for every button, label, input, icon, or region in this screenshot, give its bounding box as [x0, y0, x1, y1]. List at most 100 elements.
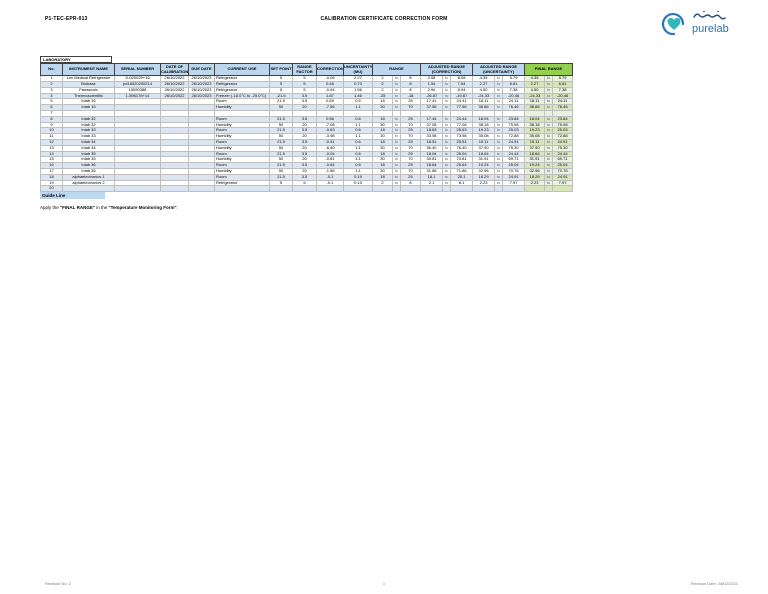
table-row: 14 Inlab 35 Room 21.5 3.5 -0.04 0.6 18 to 25 18.04… — [40, 150, 574, 158]
guide-line-text: Apply the "FINAL RANGE" in the "Temperat… — [40, 205, 178, 210]
cell-final-range-high: 7.97 — [552, 179, 574, 187]
cell-final-range-separator — [544, 185, 554, 193]
cell-adjusted-range-correction-high: 76.40 — [450, 144, 474, 152]
cell-adjusted-range-uncertainty-high — [502, 185, 526, 193]
cell-final-range-high: 24.91 — [552, 173, 574, 181]
cell-range-high: 8 — [399, 179, 422, 187]
cell-final-range-high: 25.04 — [552, 162, 574, 169]
col-date-of-calibration: DATE OF CALIBRATION — [160, 62, 189, 77]
table-row: 15 Inlab 35 Humidity 50 20 -0.81 1.1 30 to 70 30.8… — [40, 156, 574, 164]
cell-calibration-date: 26/10/2022 — [160, 86, 189, 94]
col-set-point: SET POINT — [269, 62, 293, 77]
footer-revision-date: Revision Date: 28/02/2021 — [690, 581, 738, 586]
col-range: RANGE — [371, 62, 422, 77]
footer-revision-no: Revision No: 2 — [45, 581, 72, 586]
purelab-wordmark: purelab — [692, 23, 729, 35]
guide-line-section: Guide Line Apply the "FINAL RANGE" in th… — [40, 184, 178, 210]
cell-adjusted-range-correction-high: 8.1 — [450, 179, 474, 187]
cell-adjusted-range-correction-low — [420, 185, 444, 193]
cell-adjusted-range-correction-high — [450, 185, 474, 193]
cell-final-range-high: 75.30 — [552, 144, 574, 152]
cell-adjusted-range-correction-high: 25.1 — [450, 173, 474, 181]
col-adjusted-range-correction: ADJUSTED RANGE (CORRECTION) — [420, 62, 474, 77]
cell-final-range-high: 24.44 — [552, 150, 574, 158]
cell-final-range-high: 24.91 — [552, 138, 574, 146]
page-title: CALIBRATION CERTIFICATE CORRECTION FORM — [320, 16, 448, 22]
guide-text-suffix: . — [176, 204, 178, 210]
cell-adjusted-range-correction-high: 70.81 — [450, 156, 474, 164]
col-no: No. — [40, 62, 63, 77]
guide-final-range: "FINAL RANGE" — [60, 204, 95, 210]
cell-instrument-name: Lec Medical Refrigerator — [62, 75, 115, 82]
table-row: 17 Inlab 36 Humidity 50 20 -1.86 1.1 30 to 70 31.8… — [40, 167, 574, 175]
cell-range-high: 25 — [399, 150, 422, 158]
cell-range-high: 25 — [399, 127, 422, 135]
cell-adjusted-range-correction-high: 25.63 — [450, 127, 474, 135]
col-instrument-name: INSTRUMENT NAME — [62, 62, 115, 77]
table-row: 18 alphaelectronics 1 Room 21.5 3.5 -0.1 0.19 1… — [40, 173, 574, 181]
cell-range-high: 25 — [399, 162, 422, 169]
cell-range-high — [399, 185, 422, 193]
section-label-laboratory: LABORATORY — [40, 56, 112, 63]
cell-adjusted-range-uncertainty-low — [472, 185, 496, 193]
footer-page-number: 1 — [382, 581, 386, 586]
col-adjusted-range-uncertainty: ADJUSTED RANGE (UNCERTAINTY) — [472, 62, 526, 77]
cell-adjusted-range-correction-separator — [442, 185, 452, 193]
cell-range-high: 25 — [399, 173, 422, 181]
guide-text-mid: in the — [94, 204, 109, 210]
cell-due-date — [188, 185, 215, 193]
table-body: 1 Lec Medical Refrigerator S-020029+16 26/1… — [40, 75, 574, 193]
cell-final-range-high: 70.76 — [552, 167, 574, 175]
table-row: 10 Inlab 33 Room 21.5 3.5 -0.63 0.6 18 to 25 18.63… — [40, 127, 574, 135]
table-header-row: No. INSTRUMENT NAME SERIAL NUMBER DATE O… — [40, 62, 574, 77]
cell-correction — [316, 185, 344, 193]
table-row: 7 — [40, 109, 574, 117]
cell-final-range-high: 25.03 — [552, 127, 574, 135]
table-row: 20 — [40, 185, 574, 193]
cell-final-range-high — [552, 185, 574, 193]
cell-range-low — [372, 185, 393, 193]
table-row: 13 Inlab 34 Humidity 50 20 -6.40 1.1 30 to 70 36.4… — [40, 144, 574, 152]
guide-form-name: "Temperature Monitoring Form" — [108, 204, 177, 210]
cell-range-high: 70 — [399, 167, 422, 175]
guide-text-prefix: Apply the — [40, 204, 61, 210]
cell-range-high: 70 — [399, 156, 422, 164]
cell-adjusted-range-correction-high: 73.98 — [450, 133, 474, 140]
cell-final-range-low — [524, 185, 546, 193]
col-serial-number: SERIAL NUMBER — [114, 62, 161, 77]
cell-range-factor — [292, 185, 317, 193]
cell-adjusted-range-uncertainty-separator — [494, 185, 504, 193]
cell-calibration-date: 26/10/2022 — [160, 92, 189, 100]
cell-adjusted-range-correction-high: 25.51 — [450, 138, 474, 146]
cell-calibration-date: 26/10/2022 — [160, 75, 189, 82]
cell-due-date: 26/10/2023 — [188, 86, 215, 94]
cell-calibration-date: 26/10/2022 — [160, 81, 189, 88]
col-due-date: DUE DATE — [188, 62, 215, 77]
cell-range-high: 70 — [399, 144, 422, 152]
cell-final-range-high: 72.88 — [552, 133, 574, 140]
cell-current-use — [214, 185, 270, 193]
cell-final-range-high: 69.71 — [552, 156, 574, 164]
cell-current-use: Freezer (-18.0°C to -25.0°C) — [214, 92, 270, 100]
table-row: 8 Inlab 32 Room 21.5 3.5 0.56 0.6 18 to 25 17.44 to… — [40, 115, 574, 123]
purelab-logo: purelab — [661, 10, 729, 36]
table-row: 16 Inlab 36 Room 21.5 3.5 -0.64 0.6 18 to 25 18.64… — [40, 162, 574, 169]
cell-adjusted-range-correction-high: 25.04 — [450, 150, 474, 158]
cell-due-date: 26/10/2023 — [188, 92, 215, 100]
cell-set-point — [269, 185, 293, 193]
col-range-factor: RANGE FACTOR — [292, 62, 317, 77]
table-row: 11 Inlab 33 Humidity 50 20 -3.98 1.1 30 to 70 33.9… — [40, 133, 574, 140]
calibration-table: No. INSTRUMENT NAME SERIAL NUMBER DATE O… — [40, 62, 574, 193]
cell-range-high: 70 — [399, 133, 422, 140]
col-final-range: FINAL RANGE — [524, 62, 574, 77]
calibration-table-wrap: No. INSTRUMENT NAME SERIAL NUMBER DATE O… — [40, 62, 574, 193]
cell-uncertainty — [343, 185, 373, 193]
table-row: 19 alphaelectronics 2 Refrigerator 5 5 -0.1 0.… — [40, 179, 574, 187]
col-uncertainty: UNCERTAINTY (MU) — [343, 62, 373, 77]
cell-due-date: 26/10/2023 — [188, 75, 215, 82]
purelab-arabic-script — [693, 10, 726, 20]
cell-due-date: 26/10/2023 — [188, 81, 215, 88]
cell-range-separator — [392, 185, 401, 193]
document-code: P1-TEC-EPR-013 — [45, 16, 88, 22]
